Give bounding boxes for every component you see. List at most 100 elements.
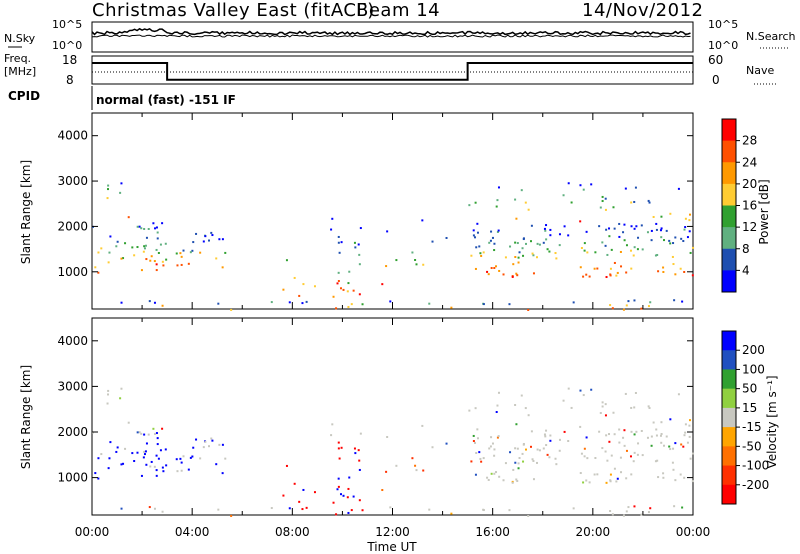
velocity-cell (346, 496, 349, 499)
power-cell (558, 233, 561, 236)
power-cell (674, 236, 677, 239)
cpid-value: normal (fast) -151 IF (96, 93, 236, 107)
velocity-cell (210, 437, 213, 440)
velocity-cell (497, 435, 500, 438)
power-cell (180, 255, 183, 258)
velocity-cell (385, 470, 388, 473)
velocity-cell (640, 513, 643, 516)
power-cell (681, 300, 684, 303)
velocity-cell (527, 414, 530, 417)
colorbar-tick-label: 8 (742, 242, 750, 256)
power-cell (385, 265, 388, 268)
power-cell (563, 225, 566, 228)
power-cell (567, 234, 570, 237)
power-cell (554, 252, 557, 255)
power-cell (138, 225, 141, 228)
velocity-cell (445, 442, 448, 445)
velocity-cell (336, 488, 339, 491)
power-cell (313, 285, 316, 288)
power-cell (521, 247, 524, 250)
power-cell (431, 240, 434, 243)
velocity-cell (187, 468, 190, 471)
velocity-cell (337, 477, 340, 480)
power-cell (606, 253, 609, 256)
power-cell (524, 242, 527, 245)
velocity-cell (593, 473, 596, 476)
velocity-cell (313, 491, 316, 494)
velocity-cell (674, 479, 677, 482)
velocity-y-label: Slant Range [km] (19, 365, 33, 469)
power-cell (652, 215, 655, 218)
colorbar-tick-label: -200 (742, 478, 769, 492)
power-cell (478, 245, 481, 248)
velocity-cell (302, 488, 305, 491)
velocity-cell (604, 403, 607, 406)
velocity-cell (211, 439, 214, 442)
velocity-cell (109, 441, 112, 444)
power-cell (339, 287, 342, 290)
velocity-cell (144, 450, 147, 453)
velocity-cell (620, 471, 623, 474)
velocity-cell (545, 444, 548, 447)
power-cell (224, 251, 227, 254)
power-cell (622, 308, 625, 311)
power-cell (514, 256, 517, 259)
nave-tick-low: 0 (712, 73, 720, 87)
velocity-cell (633, 505, 636, 508)
velocity-cell (218, 443, 221, 446)
y-tick-label: 4000 (57, 129, 88, 143)
velocity-cell (656, 459, 659, 462)
velocity-cell (155, 454, 158, 457)
y-tick-label: 1000 (57, 265, 88, 279)
velocity-cell (472, 440, 475, 443)
velocity-cell (679, 473, 682, 476)
power-cell (640, 307, 643, 310)
power-cell (180, 263, 183, 266)
velocity-cell (493, 454, 496, 457)
velocity-cell (97, 457, 100, 460)
velocity-cell (572, 507, 575, 510)
velocity-cell (154, 432, 157, 435)
velocity-cell (474, 407, 477, 410)
velocity-cell (301, 508, 304, 511)
power-cell (542, 241, 545, 244)
power-cell (650, 229, 653, 232)
velocity-cell (270, 507, 273, 510)
power-cell (615, 274, 618, 277)
power-cell (543, 227, 546, 230)
velocity-cell (596, 473, 599, 476)
velocity-y-ticks: 4000 3000 2000 1000 (57, 334, 693, 485)
power-cell (288, 301, 291, 304)
velocity-cell (136, 451, 139, 454)
velocity-cell (230, 514, 233, 517)
power-cell (470, 254, 473, 257)
colorbar-segment (722, 407, 736, 428)
colorbar-tick-label: -50 (742, 439, 762, 453)
power-cell (156, 231, 159, 234)
power-cell (109, 235, 112, 238)
power-cell (395, 259, 398, 262)
velocity-cell (474, 441, 477, 444)
power-cell (633, 200, 636, 203)
velocity-cell (156, 437, 159, 440)
velocity-cell (647, 405, 650, 408)
velocity-cell (582, 394, 585, 397)
colorbar-tick-label: 28 (742, 134, 757, 148)
power-scatter (92, 182, 695, 311)
velocity-cell (358, 499, 361, 502)
velocity-cell (339, 493, 342, 496)
power-cell (482, 251, 485, 254)
velocity-cell (164, 448, 167, 451)
velocity-cell (94, 472, 97, 475)
velocity-cell (421, 424, 424, 427)
power-cell (572, 301, 575, 304)
power-cell (479, 252, 482, 255)
frequency-line (92, 62, 693, 81)
velocity-cell (182, 455, 185, 458)
power-cell (515, 217, 518, 220)
power-cell (616, 271, 619, 274)
power-cell (515, 272, 518, 275)
x-axis-tick-labels: 00:00 04:00 08:00 12:00 16:00 20:00 00:00 (75, 525, 711, 539)
power-cell (498, 269, 501, 272)
velocity-cell (688, 424, 691, 427)
